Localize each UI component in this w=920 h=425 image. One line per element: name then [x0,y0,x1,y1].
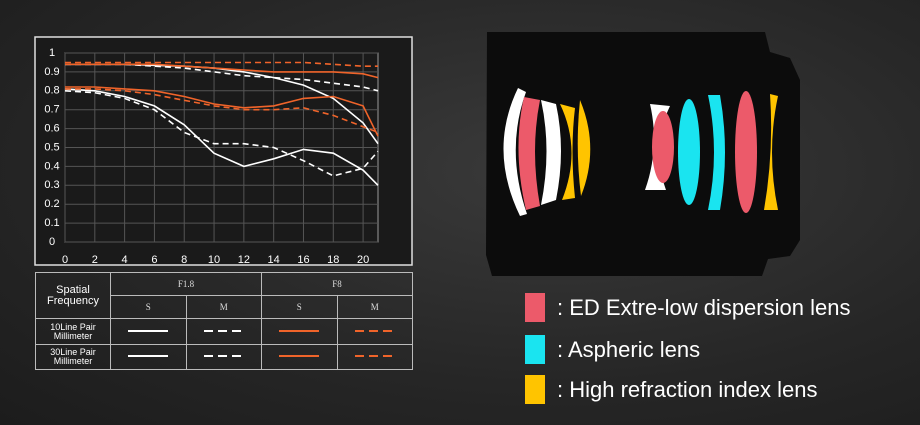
series-line [64,88,379,186]
lens-element [678,99,700,205]
chart-frame [34,36,413,266]
series-line [65,86,379,137]
frequency-label: 30Line Pair Millimeter [35,343,111,371]
legend-cell [110,318,187,345]
x-tick-label: 2 [92,254,98,266]
x-tick-label: 12 [238,254,250,266]
y-tick-label: 0.4 [44,160,59,172]
lens-element [652,111,674,183]
legend-swatch [279,329,320,332]
legend-cell [261,343,338,371]
legend-swatch [279,354,320,357]
lens-element [503,88,527,216]
x-tick-label: 6 [151,254,157,266]
legend-table: Spatial Frequency F1.8 F8 S M S M 10Line… [35,271,413,371]
y-tick-label: 0.9 [44,66,59,78]
legend-swatch [128,329,169,332]
legend-cell [336,318,413,345]
y-tick-label: 0.5 [44,141,59,153]
lens-body [486,32,800,276]
lens-elements [503,88,778,216]
legend-swatch [128,354,169,357]
legend-cell [185,343,262,371]
table-header: Spatial Frequency [35,271,111,320]
lens-element [541,100,561,205]
lens-element [764,94,778,210]
mode-label: S [261,295,338,320]
y-tick-label: 0.1 [44,217,59,229]
legend-swatch [354,329,395,332]
legend-cell [336,343,413,371]
legend-label: : Aspheric lens [557,336,701,362]
y-tick-label: 1 [49,47,55,59]
aperture-label: F8 [261,271,413,297]
y-tick-label: 0 [49,236,55,248]
mode-label: M [336,295,413,320]
x-tick-label: 8 [181,254,187,266]
y-tick-label: 0.6 [44,123,59,135]
lens-element [577,100,591,196]
mode-label: S [110,295,187,320]
lens-element [518,97,540,210]
legend-swatch [203,354,244,357]
x-tick-label: 18 [327,254,339,266]
x-tick-label: 14 [268,254,280,266]
y-tick-label: 0.8 [44,85,59,97]
legend-cell [110,343,187,371]
legend-label: : ED Extre-low dispersion lens [557,294,851,320]
frequency-label: 10Line Pair Millimeter [35,318,111,345]
series-line [65,88,379,134]
aperture-label: F1.8 [110,271,262,297]
legend-swatch [203,329,244,332]
legend-cell [261,318,338,345]
lens-element [560,104,575,200]
legend-swatch [525,335,545,364]
y-tick-label: 0.7 [44,104,59,116]
mode-label: M [185,295,262,320]
legend-swatch [525,375,545,404]
x-tick-label: 20 [357,254,369,266]
lens-element [708,95,725,210]
x-tick-label: 16 [297,254,309,266]
lens-element [735,91,757,213]
x-tick-label: 4 [122,254,128,266]
legend-item: : ED Extre-low dispersion lens [525,293,850,322]
legend-item: : Aspheric lens [525,335,700,364]
legend-label: : High refraction index lens [557,376,818,402]
legend-cell [185,318,262,345]
x-tick-label: 10 [208,254,220,266]
x-tick-label: 0 [62,254,68,266]
y-tick-label: 0.3 [44,179,59,191]
legend-item: : High refraction index lens [525,375,817,404]
y-tick-label: 0.2 [44,198,59,210]
series-line [64,90,379,177]
series-line [65,63,379,79]
series-line [65,61,378,67]
legend-swatch [525,293,545,322]
legend-swatch [354,354,395,357]
